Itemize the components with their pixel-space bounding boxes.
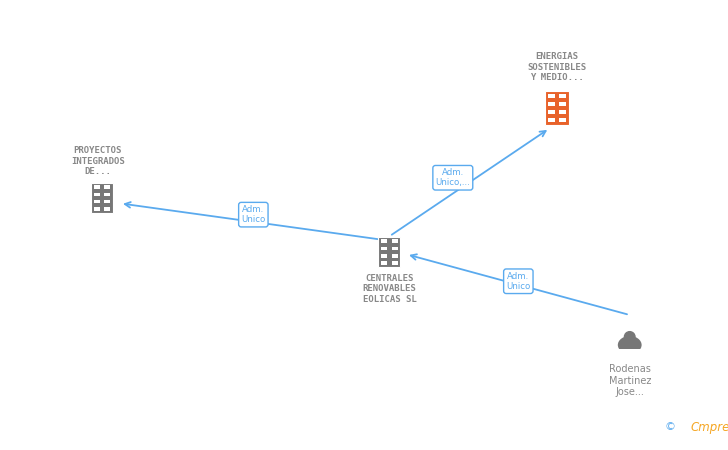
Text: ENERGIAS
SOSTENIBLES
Y MEDIO...: ENERGIAS SOSTENIBLES Y MEDIO...	[527, 52, 587, 82]
FancyBboxPatch shape	[379, 237, 400, 267]
FancyBboxPatch shape	[381, 261, 387, 265]
Text: ©: ©	[664, 423, 676, 432]
FancyBboxPatch shape	[94, 207, 100, 211]
FancyBboxPatch shape	[104, 207, 110, 211]
FancyBboxPatch shape	[94, 193, 100, 196]
Text: Adm.
Unico: Adm. Unico	[241, 205, 266, 225]
FancyBboxPatch shape	[381, 254, 387, 257]
FancyBboxPatch shape	[559, 118, 566, 122]
FancyBboxPatch shape	[392, 254, 397, 257]
Text: Rodenas
Martinez
Jose...: Rodenas Martinez Jose...	[609, 364, 651, 397]
FancyBboxPatch shape	[94, 200, 100, 203]
FancyBboxPatch shape	[104, 193, 110, 196]
FancyBboxPatch shape	[104, 200, 110, 203]
FancyBboxPatch shape	[392, 247, 397, 250]
FancyBboxPatch shape	[547, 110, 555, 114]
FancyBboxPatch shape	[392, 239, 397, 243]
Text: Adm.
Unico: Adm. Unico	[506, 271, 531, 291]
FancyBboxPatch shape	[392, 261, 397, 265]
FancyBboxPatch shape	[91, 183, 113, 213]
Ellipse shape	[618, 336, 641, 354]
Text: CENTRALES
RENOVABLES
EOLICAS SL: CENTRALES RENOVABLES EOLICAS SL	[363, 274, 416, 304]
FancyBboxPatch shape	[547, 118, 555, 122]
Circle shape	[625, 332, 635, 342]
FancyBboxPatch shape	[559, 110, 566, 114]
FancyBboxPatch shape	[547, 94, 555, 98]
FancyBboxPatch shape	[545, 91, 569, 125]
FancyBboxPatch shape	[381, 239, 387, 243]
FancyBboxPatch shape	[618, 349, 641, 360]
Text: Cmpresia: Cmpresia	[690, 421, 728, 434]
FancyBboxPatch shape	[104, 185, 110, 189]
FancyBboxPatch shape	[381, 247, 387, 250]
Text: PROYECTOS
INTEGRADOS
DE...: PROYECTOS INTEGRADOS DE...	[71, 146, 124, 176]
FancyBboxPatch shape	[547, 102, 555, 106]
FancyBboxPatch shape	[559, 102, 566, 106]
FancyBboxPatch shape	[559, 94, 566, 98]
FancyBboxPatch shape	[94, 185, 100, 189]
Text: Adm.
Unico,...: Adm. Unico,...	[435, 168, 470, 188]
